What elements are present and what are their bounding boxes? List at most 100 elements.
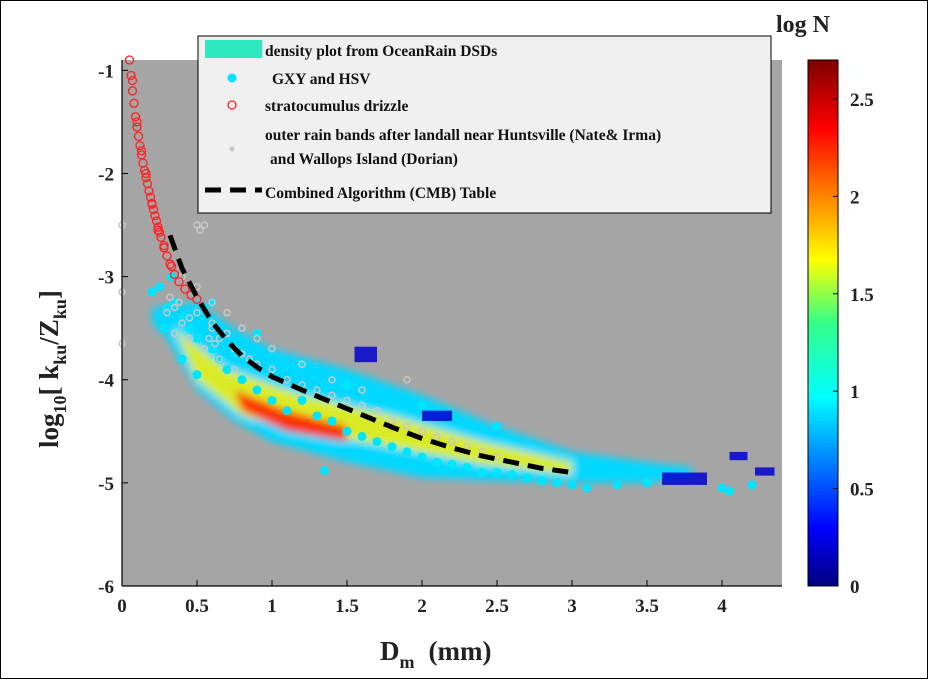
gxy-hsv-point bbox=[192, 370, 202, 380]
colorbar-tick-label: 0.5 bbox=[850, 480, 874, 501]
gxy-hsv-point bbox=[462, 462, 472, 472]
drizzle-point bbox=[126, 70, 136, 81]
density-tail-block bbox=[729, 451, 748, 461]
rainband-point bbox=[175, 298, 183, 307]
gxy-hsv-point bbox=[147, 287, 157, 297]
legend-label: Combined Algorithm (CMB) Table bbox=[265, 185, 496, 202]
rainband-point bbox=[230, 365, 239, 374]
drizzle-point bbox=[132, 122, 142, 132]
y-axis-title-close: ] bbox=[34, 290, 64, 299]
rainband-point bbox=[358, 386, 366, 394]
rainband-point bbox=[373, 406, 381, 415]
rainband-point bbox=[403, 422, 411, 430]
drizzle-point bbox=[150, 211, 160, 221]
rainband-point bbox=[418, 427, 426, 436]
gxy-hsv-point bbox=[747, 480, 757, 490]
rainband-point bbox=[253, 334, 261, 343]
rainband-point bbox=[298, 360, 306, 369]
density-tail-block bbox=[422, 410, 452, 421]
gxy-hsv-point bbox=[372, 437, 382, 447]
gxy-hsv-point bbox=[717, 483, 727, 493]
rainband-point bbox=[328, 375, 336, 384]
drizzle-point bbox=[136, 146, 147, 156]
colorbar-ticks: 0 0.5 1 1.5 2 2.5 bbox=[833, 90, 874, 598]
rainband-point bbox=[170, 329, 179, 338]
gxy-hsv-point bbox=[552, 478, 562, 488]
colorbar: log N 0 0.5 1 1.5 2 2.5 bbox=[776, 12, 874, 598]
rainband-point bbox=[343, 396, 351, 405]
gxy-hsv-point bbox=[342, 426, 352, 436]
gxy-hsv-point bbox=[522, 473, 532, 483]
x-tick-label: 4 bbox=[717, 596, 727, 617]
y-axis-title: log10[ kku/Zku] bbox=[34, 290, 70, 448]
legend-label: stratocumulus drizzle bbox=[265, 98, 408, 115]
rainband-point bbox=[358, 401, 366, 410]
x-tick-label: 0 bbox=[117, 596, 127, 617]
drizzle-point bbox=[165, 259, 175, 269]
legend-label: outer rain bands after landall near Hunt… bbox=[265, 127, 661, 144]
x-axis-title-sub: m bbox=[400, 652, 415, 672]
drizzle-point bbox=[169, 269, 180, 280]
legend-label: density plot from OceanRain DSDs bbox=[265, 43, 497, 60]
drizzle-point bbox=[153, 225, 163, 235]
rainband-point bbox=[388, 417, 396, 425]
y-axis-title-open: [ k bbox=[34, 365, 64, 396]
x-tick-label: 1 bbox=[267, 596, 277, 617]
rainband-point bbox=[448, 437, 456, 446]
drizzle-point bbox=[141, 172, 151, 183]
x-tick-label: 0.5 bbox=[185, 596, 209, 617]
gxy-hsv-point bbox=[537, 476, 547, 486]
drizzle-point bbox=[174, 277, 184, 287]
y-axis-title-slash: /Z bbox=[34, 319, 64, 346]
gxy-hsv-point bbox=[387, 442, 397, 452]
drizzle-point bbox=[141, 168, 151, 179]
rainband-point bbox=[433, 432, 441, 441]
drizzle-point bbox=[147, 199, 157, 210]
rainband-point bbox=[328, 391, 336, 399]
legend-label-line2: and Wallops Island (Dorian) bbox=[270, 151, 458, 168]
gxy-hsv-point bbox=[357, 431, 367, 441]
x-tick-label: 2.5 bbox=[485, 596, 509, 617]
x-axis-title-unit: (mm) bbox=[429, 636, 492, 666]
rainband-point bbox=[163, 308, 171, 317]
drizzle-point bbox=[148, 204, 159, 215]
gxy-hsv-point bbox=[567, 480, 577, 490]
y-tick-label: -3 bbox=[98, 268, 114, 289]
drizzle-point bbox=[135, 140, 145, 151]
legend-label: GXY and HSV bbox=[272, 71, 371, 88]
colorbar-tick-label: 1.5 bbox=[850, 285, 874, 306]
colorbar-gradient bbox=[807, 59, 839, 587]
drizzle-point bbox=[151, 216, 162, 226]
gxy-hsv-point bbox=[492, 468, 502, 478]
legend-entry: outer rain bands after landall near Hunt… bbox=[229, 127, 661, 168]
drizzle-point bbox=[154, 227, 165, 237]
rainband-point bbox=[313, 386, 321, 394]
drizzle-point bbox=[180, 284, 190, 294]
legend-patch bbox=[205, 40, 262, 58]
legend-entry: Combined Algorithm (CMB) Table bbox=[205, 185, 496, 202]
density-peak bbox=[234, 390, 347, 442]
x-axis-title-main: D bbox=[380, 636, 400, 666]
y-tick-label: -4 bbox=[98, 371, 114, 392]
y-axis-title-log-sub: 10 bbox=[50, 395, 70, 413]
gxy-hsv-point bbox=[507, 470, 517, 480]
drizzle-point bbox=[144, 186, 154, 196]
x-tick-label: 3.5 bbox=[635, 596, 659, 617]
rainband-point bbox=[403, 375, 411, 384]
cmb-line bbox=[167, 234, 573, 475]
density-tail-block bbox=[662, 472, 707, 485]
rainband-point bbox=[223, 308, 231, 317]
gxy-hsv-point bbox=[582, 483, 592, 493]
drizzle-point bbox=[133, 131, 144, 141]
x-tick-label: 1.5 bbox=[335, 596, 359, 617]
gxy-hsv-point bbox=[612, 480, 622, 490]
rainband-point bbox=[215, 334, 224, 343]
gxy-hsv-point bbox=[417, 452, 427, 462]
gxy-hsv-point bbox=[312, 411, 322, 421]
colorbar-tick-label: 0 bbox=[850, 577, 860, 598]
gxy-hsv-point bbox=[252, 385, 262, 395]
gxy-hsv-point bbox=[402, 447, 412, 457]
gxy-hsv-point bbox=[155, 282, 164, 292]
colorbar-tick-label: 1 bbox=[850, 382, 860, 403]
